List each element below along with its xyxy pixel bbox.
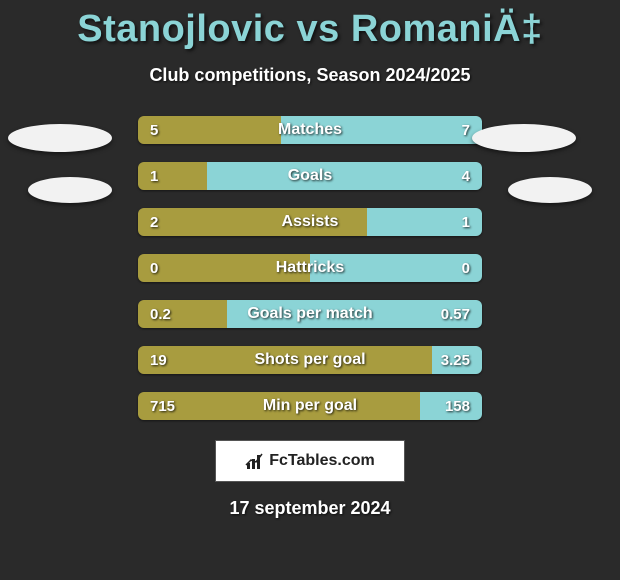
stat-row: Shots per goal193.25 bbox=[138, 346, 482, 374]
logo-text: FcTables.com bbox=[269, 452, 375, 470]
stat-bar-right bbox=[420, 392, 482, 420]
stat-row: Hattricks00 bbox=[138, 254, 482, 282]
stat-bar-left bbox=[138, 300, 227, 328]
stat-row: Min per goal715158 bbox=[138, 392, 482, 420]
stat-bar-left bbox=[138, 116, 281, 144]
date-text: 17 september 2024 bbox=[0, 498, 620, 519]
stat-bar-left bbox=[138, 162, 207, 190]
comparison-chart: Matches57 Goals14 Assists21 Hattricks00 Goal… bbox=[0, 116, 620, 436]
player-marker-ellipse bbox=[508, 177, 592, 203]
stat-bar-right bbox=[310, 254, 482, 282]
stat-bar-right bbox=[207, 162, 482, 190]
stat-bar-left bbox=[138, 208, 367, 236]
stat-bar-left bbox=[138, 392, 420, 420]
stat-row: Goals14 bbox=[138, 162, 482, 190]
player-marker-ellipse bbox=[8, 124, 112, 152]
player-marker-ellipse bbox=[28, 177, 112, 203]
stat-bar-right bbox=[281, 116, 482, 144]
stat-bar-right bbox=[227, 300, 482, 328]
stat-row: Assists21 bbox=[138, 208, 482, 236]
page-subtitle: Club competitions, Season 2024/2025 bbox=[0, 65, 620, 86]
stat-row: Matches57 bbox=[138, 116, 482, 144]
bar-chart-icon bbox=[245, 451, 265, 471]
stat-bar-left bbox=[138, 346, 432, 374]
fctables-logo[interactable]: FcTables.com bbox=[215, 440, 405, 482]
page-title: Stanojlovic vs RomaniÄ‡ bbox=[0, 0, 620, 51]
stat-bar-right bbox=[367, 208, 482, 236]
stat-row: Goals per match0.20.57 bbox=[138, 300, 482, 328]
stat-bar-left bbox=[138, 254, 310, 282]
player-marker-ellipse bbox=[472, 124, 576, 152]
stat-bar-right bbox=[432, 346, 482, 374]
